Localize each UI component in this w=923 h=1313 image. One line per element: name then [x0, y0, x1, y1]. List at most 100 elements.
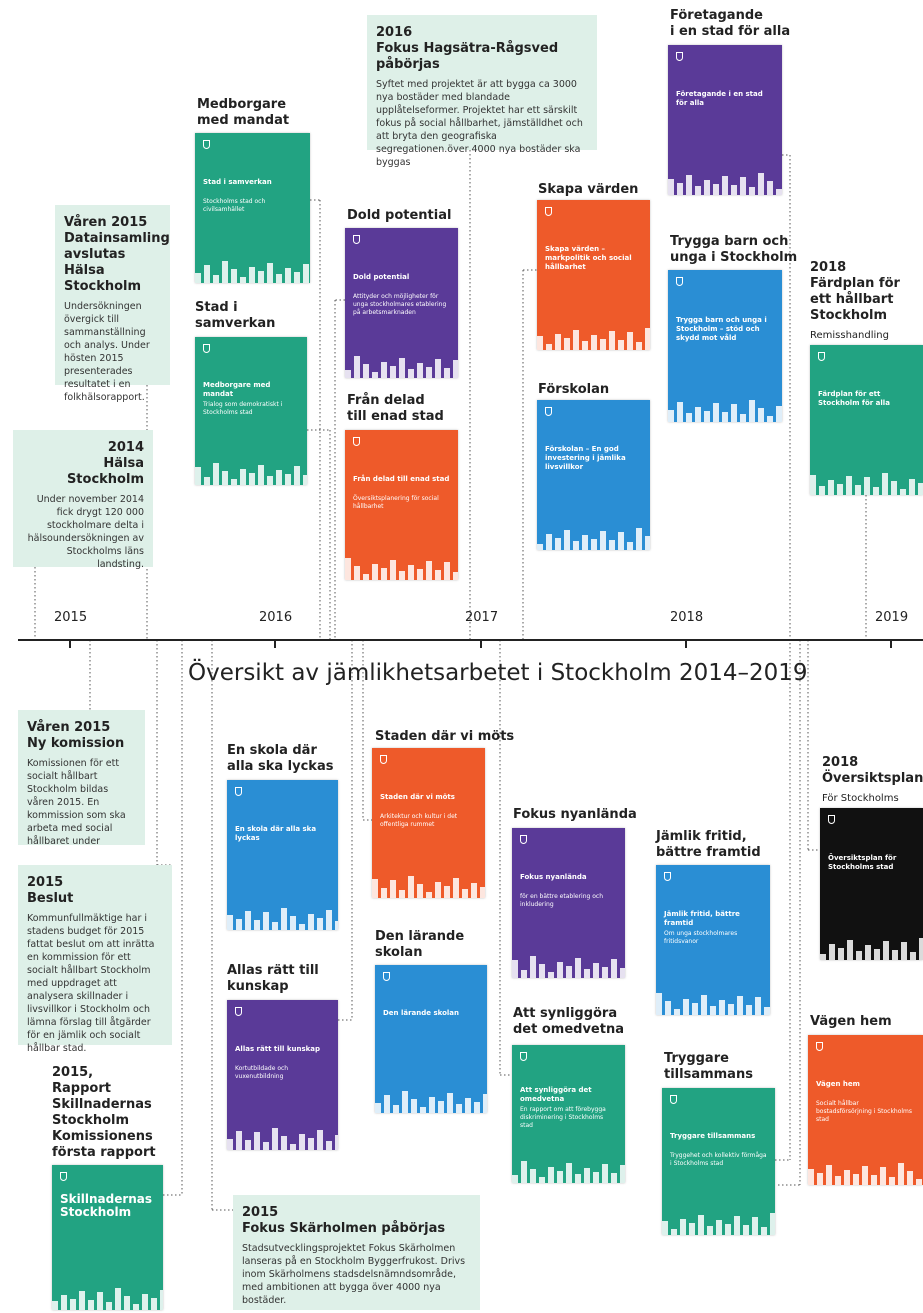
report-label: 2015,RapportSkillnadernasStockholmKomiss…	[52, 1065, 156, 1161]
year-label: 2019	[875, 610, 908, 625]
year-label: 2016	[259, 610, 292, 625]
report-label: Den lärandeskolan	[375, 929, 464, 961]
report-label: Trygga barn ochunga i Stockholm	[670, 234, 797, 266]
cover-logo	[60, 1172, 67, 1181]
cover-subtitle: för en bättre etablering och inkludering	[520, 893, 617, 909]
cover-skyline	[195, 457, 307, 485]
report-label-line: skolan	[375, 945, 464, 961]
cover-skyline	[537, 322, 650, 350]
report-label-line: Allas rätt till	[227, 963, 319, 979]
cover-skyline	[537, 522, 650, 550]
report-cover[interactable]: Från delad till enad stad Översiktsplaner…	[345, 430, 458, 580]
cover-skyline	[662, 1207, 775, 1235]
report-label-line: 2018	[822, 755, 923, 771]
report-label-line: Företagande	[670, 8, 790, 24]
report-label-line: 2018	[810, 260, 900, 276]
report-label-line: Att synliggöra	[513, 1006, 624, 1022]
cover-logo	[235, 1007, 242, 1016]
report-cover[interactable]: Trygga barn och unga i Stockholm – stöd …	[668, 270, 782, 422]
report-cover[interactable]: Fokus nyanlända för en bättre etablering …	[512, 828, 625, 978]
report-label: Dold potential	[347, 208, 451, 224]
note-body: Stadsutvecklingsprojektet Fokus Skärholm…	[242, 1242, 471, 1307]
page-title: Översikt av jämlikhetsarbetet i Stockhol…	[188, 660, 808, 686]
cover-subtitle: Arkitektur och kultur i det offentliga r…	[380, 813, 477, 829]
report-cover[interactable]: Översiktsplan för Stockholms stad	[820, 808, 923, 960]
cover-subtitle: Attityder och möjligheter för unga stock…	[353, 293, 450, 317]
note-body: Syftet med projektet är att bygga ca 300…	[376, 78, 588, 169]
report-label: Fokus nyanlända	[513, 807, 637, 823]
report-label-note: Remisshandling	[810, 328, 900, 344]
cover-title: Vägen hem	[816, 1080, 915, 1089]
report-label-line: Jämlik fritid,	[656, 829, 761, 845]
note-heading: 2015	[27, 875, 163, 891]
page: Översikt av jämlikhetsarbetet i Stockhol…	[0, 0, 923, 1313]
report-label-line: kunskap	[227, 979, 319, 995]
report-cover[interactable]: Skillnadernas Stockholm	[52, 1165, 163, 1310]
cover-logo	[353, 235, 360, 244]
report-cover[interactable]: Dold potential Attityder och möjligheter …	[345, 228, 458, 378]
report-label-line: Skapa värden	[538, 182, 638, 198]
cover-subtitle: Översiktsplanering för social hållbarhet	[353, 495, 450, 511]
cover-logo	[380, 755, 387, 764]
cover-logo	[520, 835, 527, 844]
note-heading: Våren 2015	[27, 720, 136, 736]
report-label-line: första rapport	[52, 1145, 156, 1161]
cover-title: Från delad till enad stad	[353, 475, 450, 484]
cover-title: Fokus nyanlända	[520, 873, 617, 882]
cover-skyline	[820, 932, 923, 960]
cover-logo	[235, 787, 242, 796]
report-cover[interactable]: Förskolan – En god investering i jämlika…	[537, 400, 650, 550]
cover-logo	[818, 352, 825, 361]
report-label-line: bättre framtid	[656, 845, 761, 861]
report-label: Skapa värden	[538, 182, 638, 198]
cover-title: Staden där vi möts	[380, 793, 477, 802]
cover-title: Översiktsplan för Stockholms stad	[828, 854, 915, 872]
report-label-line: det omedvetna	[513, 1022, 624, 1038]
report-cover[interactable]: Färdplan för ett Stockholm för alla	[810, 345, 923, 495]
cover-logo	[203, 344, 210, 353]
note-body: Undersökningen övergick till sammanställ…	[64, 300, 161, 404]
report-label-line: Färdplan för	[810, 276, 900, 292]
cover-skyline	[668, 394, 782, 422]
report-cover[interactable]: Företagande i en stad för alla	[668, 45, 782, 195]
note-box: 2016Fokus Hagsätra-Rågsved påbörjasSyfte…	[367, 15, 597, 150]
report-cover[interactable]: Staden där vi möts Arkitektur och kultur …	[372, 748, 485, 898]
report-label-line: Komissionens	[52, 1129, 156, 1145]
note-heading: avslutas Hälsa	[64, 247, 161, 279]
report-cover[interactable]: Skapa värden – markpolitik och social hå…	[537, 200, 650, 350]
cover-skyline	[808, 1157, 923, 1185]
note-heading: Stockholm	[64, 279, 161, 295]
report-cover[interactable]: Den lärande skolan	[375, 965, 487, 1113]
report-label: Medborgaremed mandat	[197, 97, 289, 129]
cover-logo	[545, 407, 552, 416]
cover-subtitle: Om unga stockholmares fritidsvanor	[664, 930, 762, 946]
cover-title: Dold potential	[353, 273, 450, 282]
cover-skyline	[372, 870, 485, 898]
report-label-line: tillsammans	[664, 1067, 753, 1083]
report-cover[interactable]: En skola där alla ska lyckas	[227, 780, 338, 930]
cover-logo	[676, 277, 683, 286]
cover-subtitle: Stockholms stad och civilsamhället	[203, 198, 302, 214]
report-label-line: samverkan	[195, 316, 275, 332]
cover-skyline	[345, 552, 458, 580]
report-label-line: Vägen hem	[810, 1014, 892, 1030]
report-label-line: Stad i	[195, 300, 275, 316]
cover-title: Tryggare tillsammans	[670, 1132, 767, 1141]
report-label-line: Rapport	[52, 1081, 156, 1097]
report-label-line: med mandat	[197, 113, 289, 129]
cover-title: Färdplan för ett Stockholm för alla	[818, 390, 915, 408]
cover-skyline	[668, 167, 782, 195]
report-label: Från deladtill enad stad	[347, 393, 444, 425]
note-heading: Fokus Hagsätra-Rågsved påbörjas	[376, 41, 588, 73]
cover-logo	[353, 437, 360, 446]
note-heading: Våren 2015	[64, 215, 161, 231]
cover-subtitle: Trialog som demokratiskt i Stockholms st…	[203, 401, 299, 417]
